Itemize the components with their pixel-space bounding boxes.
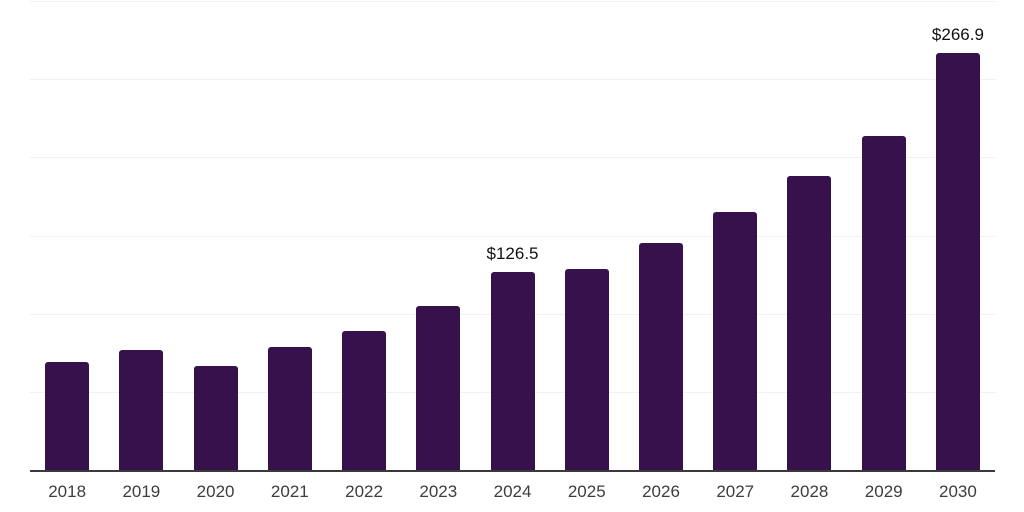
x-axis-labels: 2018 2019 2020 2021 2022 2023 2024 2025 2026 2027… [30, 482, 995, 502]
bar-value-label: $266.9 [931, 24, 984, 44]
bar-slot [30, 1, 104, 470]
bar-2020 [193, 366, 238, 470]
bar-slot [253, 1, 327, 470]
bar-slot: $266.9 [921, 1, 995, 470]
bar-2018 [45, 362, 90, 470]
bar-2028 [787, 175, 832, 470]
bar-slot: $126.5 [475, 1, 549, 470]
gridline [30, 79, 995, 81]
x-tick-label: 2020 [196, 482, 235, 501]
bar-2022 [342, 331, 387, 470]
x-tick-label: 2027 [716, 482, 755, 501]
bar-2023 [416, 306, 461, 470]
x-tick-label: 2023 [419, 482, 458, 501]
bar-2026 [638, 242, 683, 470]
bar-slot [550, 1, 624, 470]
x-tick-label: 2024 [493, 482, 532, 501]
x-tick-label: 2018 [48, 482, 87, 501]
x-tick-label: 2030 [939, 482, 977, 501]
gridline [30, 1, 995, 2]
bar-2019 [119, 350, 164, 470]
bar-slot [178, 1, 252, 470]
bar-slot [401, 1, 475, 470]
x-tick-label: 2028 [790, 482, 829, 501]
gridline [30, 157, 995, 159]
x-tick-label: 2026 [642, 482, 680, 501]
bar-2029 [861, 135, 906, 470]
bars: $126.5 $266.9 [30, 1, 995, 470]
bar-2024 [490, 272, 535, 470]
bar-2021 [267, 347, 312, 470]
bar-2025 [564, 268, 609, 470]
x-tick-label: 2029 [864, 482, 903, 501]
bar-slot [104, 1, 178, 470]
bar-slot [624, 1, 698, 470]
bar-2027 [713, 211, 758, 470]
bar-slot [327, 1, 401, 470]
bar-slot [772, 1, 846, 470]
x-tick-label: 2025 [567, 482, 606, 501]
x-tick-label: 2019 [122, 482, 161, 501]
plot-area: $126.5 $266.9 [30, 1, 995, 472]
bar-slot [698, 1, 772, 470]
bar-value-label: $126.5 [486, 244, 539, 264]
x-tick-label: 2021 [270, 482, 309, 501]
gridline [30, 235, 995, 237]
bar-slot [847, 1, 921, 470]
bar-2030 [935, 52, 980, 470]
x-tick-label: 2022 [345, 482, 383, 501]
